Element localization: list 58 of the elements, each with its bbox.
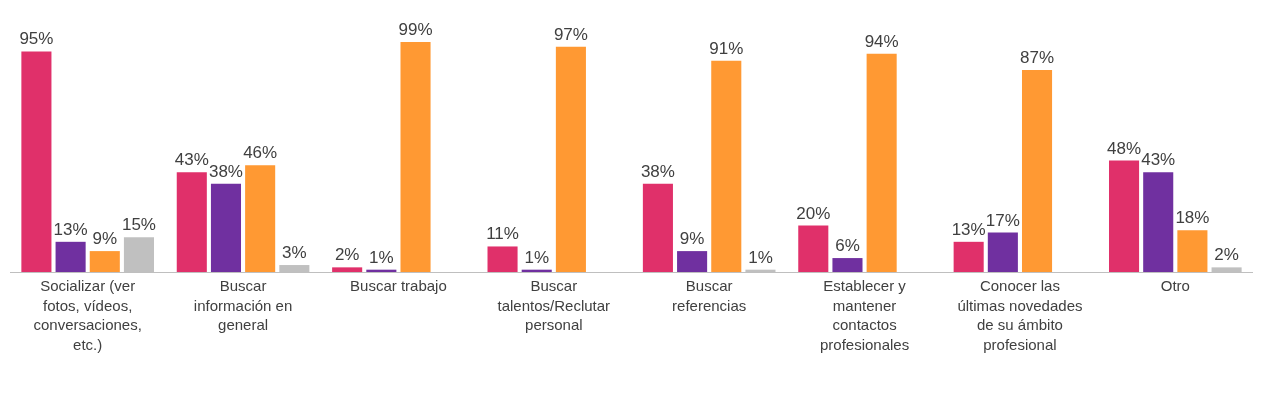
bar — [487, 246, 518, 272]
data-label: 13% — [951, 219, 986, 239]
data-label: 17% — [985, 210, 1020, 230]
data-label: 95% — [19, 29, 54, 49]
x-tick-label: Buscar trabajo — [350, 277, 447, 294]
bar — [245, 165, 276, 272]
data-label: 46% — [243, 143, 278, 163]
bar — [677, 251, 708, 272]
data-label: 1% — [524, 247, 550, 267]
data-label: 1% — [369, 247, 394, 267]
bar — [798, 225, 829, 272]
bar — [400, 42, 431, 272]
data-label: 38% — [640, 161, 675, 181]
data-label: 43% — [1141, 150, 1176, 170]
data-label: 11% — [486, 224, 519, 244]
data-label: 48% — [1107, 138, 1142, 158]
data-label: 9% — [92, 229, 118, 249]
data-label: 1% — [748, 247, 773, 267]
data-label: 91% — [709, 38, 744, 58]
x-tick-label: Buscar talentos/Reclutar personal — [497, 277, 611, 333]
x-tick-label: Socializar (ver fotos, vídeos, conversaciones, etc.) — [33, 277, 142, 353]
bar — [1109, 160, 1140, 272]
data-label: 87% — [1020, 47, 1055, 67]
bar — [866, 53, 897, 272]
bar — [642, 183, 673, 272]
x-tick-label: Buscar información en general — [193, 277, 293, 333]
x-tick-label: Conocer las últimas novedades de su ámbito profesional — [957, 277, 1083, 353]
data-label: 20% — [796, 203, 831, 223]
data-label: 2% — [334, 245, 360, 265]
bar — [987, 232, 1018, 272]
data-label: 94% — [864, 31, 899, 51]
bar — [89, 251, 120, 272]
bar — [832, 258, 863, 272]
bar — [332, 267, 363, 272]
data-label: 9% — [679, 229, 705, 249]
data-label: 3% — [282, 243, 307, 263]
bar — [711, 60, 742, 272]
data-label: 15% — [121, 215, 156, 235]
bar — [1021, 69, 1053, 272]
data-label: 18% — [1175, 208, 1210, 228]
data-label: 43% — [174, 150, 209, 170]
bar — [1143, 172, 1174, 272]
bar — [55, 241, 86, 272]
data-label: 6% — [835, 236, 860, 256]
data-label: 13% — [53, 219, 88, 239]
data-label: 2% — [1214, 245, 1239, 265]
bar — [176, 172, 207, 272]
x-tick-label: Establecer y mantener contactos profesionales — [819, 277, 910, 353]
data-label: 97% — [553, 24, 588, 44]
x-tick-label: Buscar referencias — [672, 277, 747, 314]
bar — [953, 241, 984, 272]
data-label: 99% — [398, 20, 433, 40]
bar — [555, 46, 586, 272]
data-label: 38% — [208, 161, 243, 181]
bar — [1177, 230, 1208, 272]
bar — [210, 183, 242, 272]
bar — [21, 51, 52, 272]
x-tick-label: Otro — [1160, 277, 1190, 294]
